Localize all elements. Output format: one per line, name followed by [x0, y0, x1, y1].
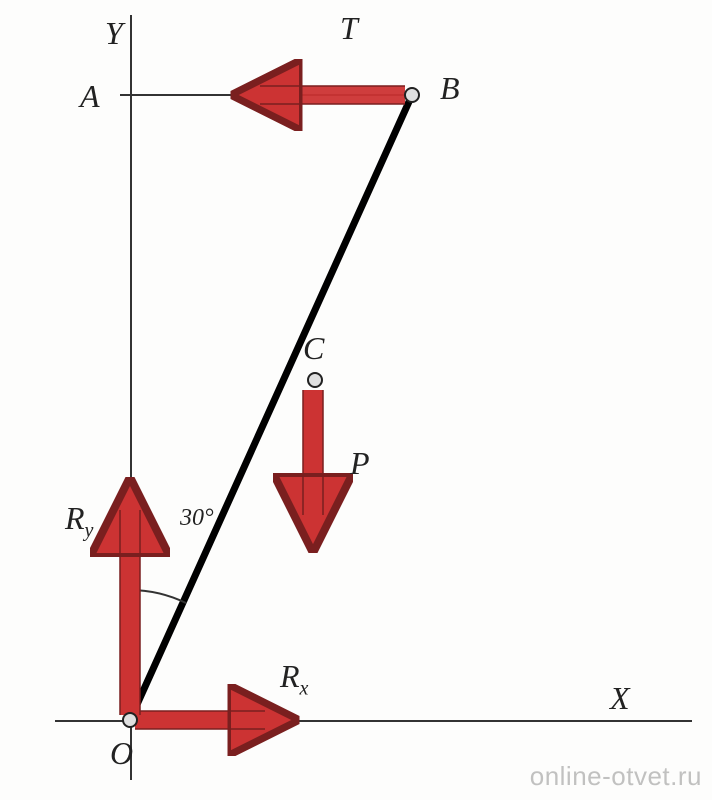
label-B: B	[440, 70, 460, 107]
label-P: P	[350, 445, 370, 482]
label-C: C	[303, 330, 324, 367]
label-T: T	[340, 10, 358, 47]
label-angle: 30°	[180, 505, 214, 532]
joints	[0, 0, 712, 800]
label-Ry: Ry	[65, 500, 93, 542]
diagram-canvas: Y X O	[0, 0, 712, 800]
label-Rx: Rx	[280, 658, 308, 700]
label-A: A	[80, 78, 100, 115]
watermark: online-otvet.ru	[530, 761, 702, 792]
